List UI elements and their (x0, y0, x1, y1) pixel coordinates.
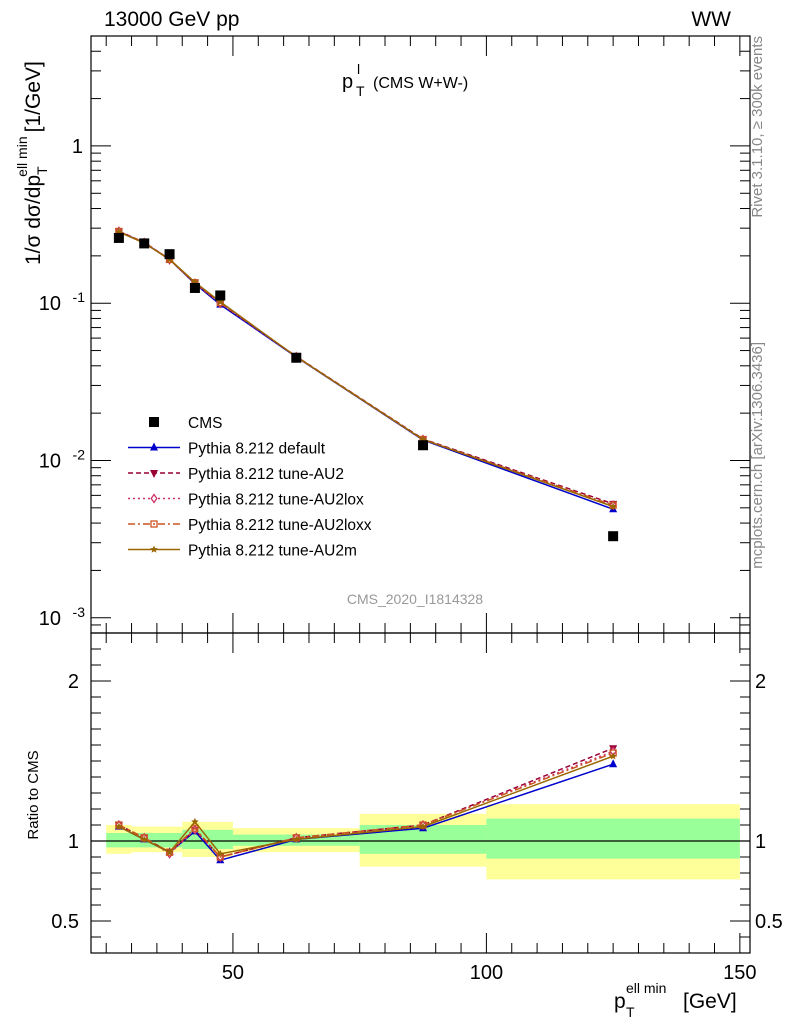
ytick-base: 10 (39, 608, 61, 630)
main-ytick-label-2: 10 (39, 450, 61, 472)
ratio-series-line-2 (118, 750, 614, 858)
main-ytick-exp-2: -2 (73, 446, 86, 462)
main-series-line-3 (118, 230, 614, 506)
main-ylabel: 1/σ dσ/dpTell min [1/GeV] (14, 61, 50, 265)
legend-marker-3 (150, 493, 158, 504)
legend-marker-cms (149, 417, 159, 427)
xtick-label-0: 50 (222, 962, 244, 984)
rivet-version-label: Rivet 3.1.10, ≥ 300k events (749, 36, 766, 218)
header-right: WW (691, 8, 731, 31)
main-ylabel-sub: T (34, 166, 50, 175)
cms-data-point-3 (189, 282, 200, 293)
main-ylabel-sup: ell min (14, 136, 30, 176)
ratio-xlabel: p T ell min [GeV] (614, 980, 737, 1020)
xlabel-text: p (614, 990, 626, 1013)
ratio-series-4-point-7 (609, 752, 617, 760)
main-title: p (342, 71, 353, 93)
ratio-series-4-point-3 (191, 817, 199, 825)
ratio-band-inner-7 (486, 818, 740, 859)
ratio-ytick-label-left-0: 0.5 (51, 911, 79, 933)
ratio-ytick-label-right-2: 2 (755, 671, 766, 693)
main-series-line-2 (118, 230, 614, 506)
mcplots-label: mcplots.cern.ch [arXiv:1306.3436] (749, 342, 766, 569)
xtick-label-2: 150 (723, 962, 756, 984)
xlabel-unit: [GeV] (683, 990, 737, 1013)
legend-label-3: Pythia 8.212 tune-AU2lox (188, 492, 364, 509)
main-title-sub: T (356, 83, 365, 99)
cms-data-point-4 (215, 290, 226, 301)
cms-data-point-2 (164, 249, 175, 260)
ratio-ytick-label-left-1: 1 (68, 831, 79, 853)
legend-marker-5 (150, 545, 158, 553)
xlabel-sub: T (626, 1004, 635, 1020)
axis-ticks: 1 10 -1 10 -2 10 -3 50 100 150 0.5 0.5 1 1 2 2 (39, 35, 783, 984)
legend-label-4: Pythia 8.212 tune-AU2loxx (188, 517, 372, 534)
legend-label-5: Pythia 8.212 tune-AU2m (188, 543, 357, 560)
ratio-series-0-point-7 (609, 759, 618, 768)
ratio-uncertainty-bands (106, 804, 740, 880)
cms-data-point-6 (418, 440, 429, 451)
legend-label-0: CMS (188, 415, 222, 432)
ratio-series-lines (114, 745, 618, 864)
main-series-4-point-4 (216, 297, 225, 306)
legend-marker-4 (150, 520, 158, 528)
ytick-base: 10 (39, 293, 61, 315)
main-series-line-1 (118, 230, 614, 505)
xtick-label-1: 100 (470, 962, 503, 984)
header-left: 13000 GeV pp (104, 8, 239, 31)
ratio-band-inner-4 (207, 829, 233, 849)
ratio-series-4-point-1 (140, 835, 148, 843)
cms-data-point-0 (113, 232, 124, 243)
main-title-sup: l (357, 61, 360, 77)
ratio-series-4-point-5 (292, 835, 301, 843)
ratio-frame (90, 632, 751, 954)
svg-text:1/σ dσ/dpTell min[1/GeV]: 1/σ dσ/dpTell min [1/GeV] (14, 61, 50, 265)
main-data-points (113, 232, 619, 542)
ratio-series-4-point-2 (165, 848, 174, 856)
ratio-ylabel: Ratio to CMS (25, 750, 42, 839)
ratio-series-4-point-0 (115, 822, 123, 830)
ratio-series-4-point-6 (419, 822, 427, 830)
ratio-ytick-label-right-1: 1 (755, 831, 766, 853)
main-ytick-label-1: 10 (39, 293, 61, 315)
ratio-ytick-label-right-0: 0.5 (755, 911, 783, 933)
ratio-series-4-point-4 (216, 849, 225, 857)
main-series-4-point-7 (609, 502, 617, 510)
main-ytick-label-3: 10 (39, 608, 61, 630)
cms-data-point-7 (608, 531, 619, 542)
legend-label-1: Pythia 8.212 default (188, 441, 326, 458)
main-ylabel-text: 1/σ dσ/dp (22, 175, 45, 265)
legend-marker-1 (150, 442, 158, 451)
cms-data-point-1 (139, 238, 150, 249)
legend-marker-2 (150, 470, 158, 478)
ratio-band-inner-0 (106, 833, 132, 848)
analysis-label: CMS_2020_I1814328 (347, 591, 483, 607)
ytick-base: 10 (39, 450, 61, 472)
main-ytick-label-0: 1 (72, 136, 83, 158)
main-ylabel-unit: [1/GeV] (22, 61, 45, 132)
xlabel-sup: ell min (626, 980, 666, 996)
main-title-suffix: (CMS W+W-) (373, 75, 468, 92)
cms-data-point-5 (291, 352, 302, 363)
svg-text:p: p (614, 990, 626, 1013)
main-ytick-exp-1: -1 (73, 289, 86, 305)
ratio-series-line-3 (118, 752, 614, 858)
legend: CMS Pythia 8.212 default Pythia 8.212 tune… (128, 415, 372, 560)
ratio-series-3-point-3 (191, 824, 199, 832)
ratio-ytick-label-left-2: 2 (68, 671, 79, 693)
main-title-p: p (342, 71, 353, 93)
main-ytick-exp-3: -3 (73, 604, 86, 620)
legend-label-2: Pythia 8.212 tune-AU2 (188, 466, 344, 483)
ratio-series-line-4 (118, 755, 614, 855)
ratio-series-2-point-3 (191, 824, 199, 835)
